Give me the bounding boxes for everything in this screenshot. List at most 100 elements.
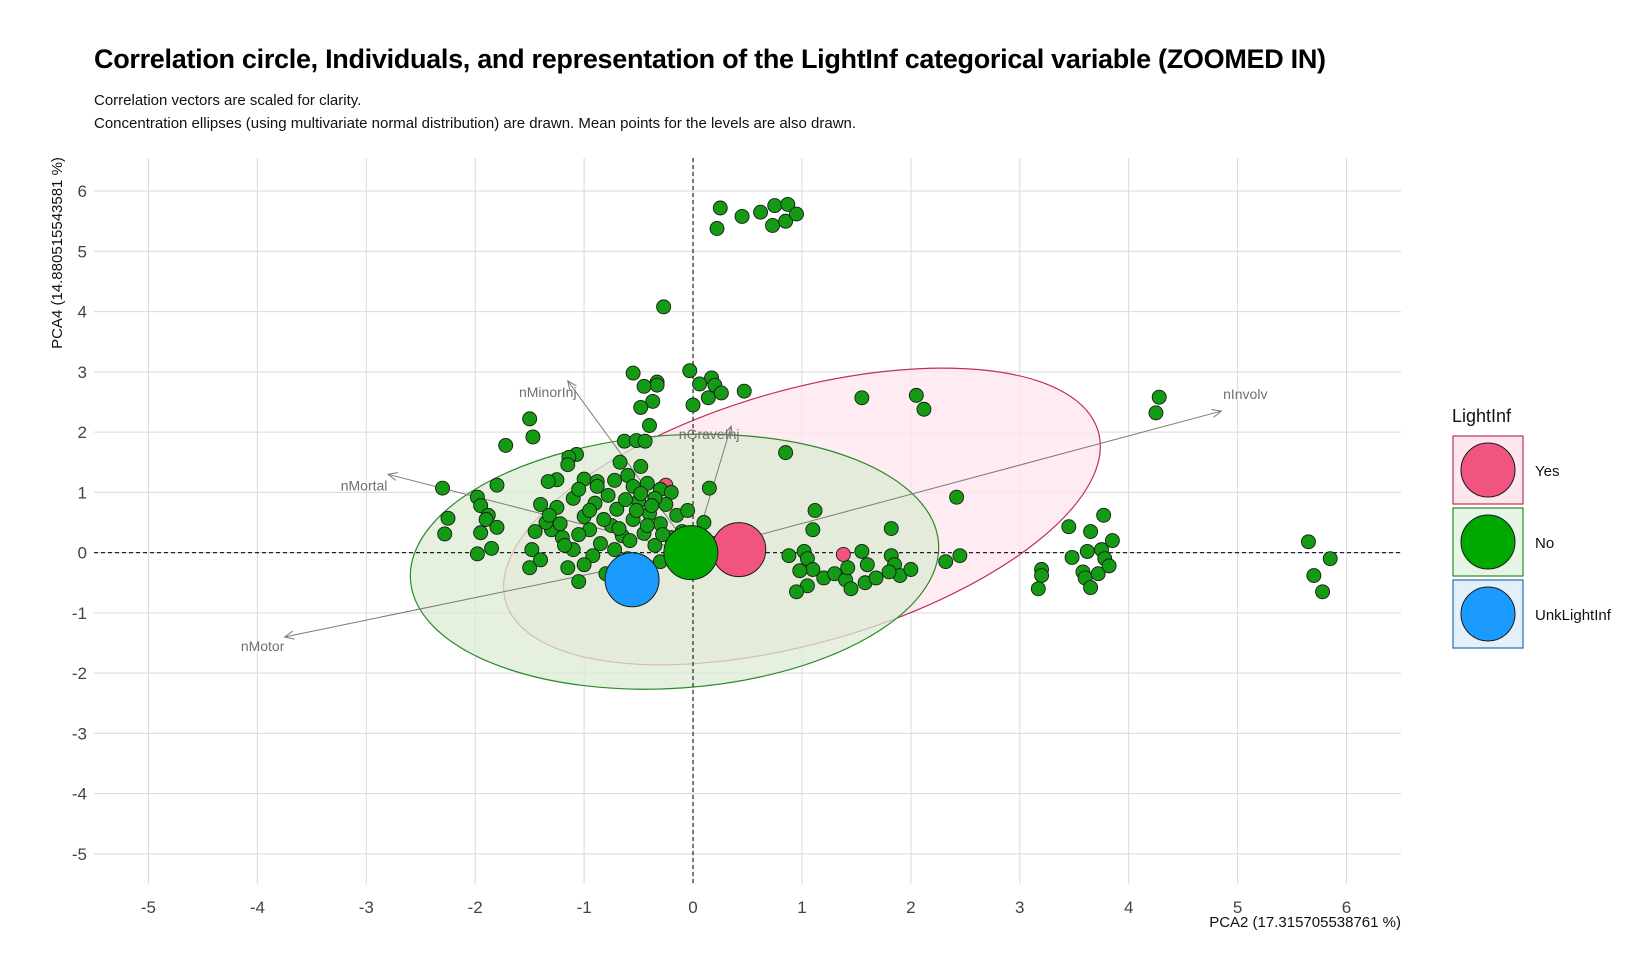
point-no [713,385,729,401]
point-no [437,526,453,542]
vector-label-nMinorInj: nMinorInj [519,384,577,400]
point-no [642,418,657,433]
x-tick-label: 3 [1015,898,1024,917]
point-no [636,378,652,394]
point-no [1061,519,1077,535]
point-no [1104,533,1120,549]
point-no [607,472,623,488]
legend-swatch-unklightinf [1460,586,1516,642]
point-no [916,401,932,417]
point-no [649,377,665,393]
point-no [593,536,608,552]
point-no [611,521,627,536]
point-no [478,512,494,527]
vector-label-nMortal: nMortal [341,477,388,493]
point-no [1300,534,1316,550]
point-no [647,537,663,553]
point-no [692,376,708,392]
y-tick-label: 3 [78,363,87,382]
vector-label-nGraveInj: nGraveInj [679,426,740,442]
point-no [680,503,696,518]
point-no [484,540,499,556]
legend-label-no: No [1535,535,1554,552]
point-no [576,557,592,573]
point-no [525,429,541,445]
point-no [489,519,505,535]
vector-arrowhead-nInvolv [1211,408,1223,418]
point-no [949,489,965,505]
point-no [655,527,670,543]
point-no [807,503,823,518]
y-tick-label: -5 [72,845,87,864]
y-tick-label: -1 [72,604,87,623]
point-no [859,557,875,573]
point-no [1079,543,1095,559]
y-tick-label: 1 [78,483,87,502]
x-tick-label: -3 [359,898,374,917]
point-no [498,437,514,453]
point-no [908,387,924,403]
point-no [633,399,649,415]
legend-title: LightInf [1452,406,1512,426]
x-tick-label: -5 [141,898,156,917]
point-no [1096,507,1112,523]
point-no [522,411,538,427]
point-no [1083,524,1099,539]
point-no [778,213,794,229]
x-tick-label: -1 [577,898,592,917]
point-no [656,299,672,315]
point-no [524,542,540,558]
x-tick-label: 0 [688,898,697,917]
point-no [734,208,750,224]
y-tick-label: -4 [72,785,87,804]
point-no [560,457,576,473]
point-no [618,492,633,508]
point-no [552,516,568,532]
point-no [1101,558,1117,574]
mean-point-yes [711,522,767,578]
vector-line-nInvolv [692,410,1222,554]
point-no [541,507,557,523]
point-no [753,204,769,220]
point-no [780,196,796,212]
point-no [781,548,797,564]
legend-label-yes: Yes [1535,463,1559,480]
point-no [881,564,897,580]
y-tick-label: -3 [72,724,87,743]
point-no [571,527,587,543]
point-no [1151,389,1167,405]
point-no [609,501,625,517]
y-axis-title: PCA4 (14.880515543581 %) [49,157,66,349]
chart-subtitle-line-1: Correlation vectors are scaled for clari… [94,92,362,109]
point-no [843,581,859,597]
point-no [883,521,899,536]
point-no [709,221,725,236]
point-no [639,518,655,533]
point-no [612,454,628,470]
point-no [560,560,576,576]
point-no [789,584,804,600]
mean-point-unklightinf [604,552,660,608]
point-no [1322,551,1338,567]
y-tick-label: 0 [78,544,87,563]
point-no [778,445,794,461]
y-tick-label: 4 [78,303,87,322]
point-no [952,548,968,564]
point-no [473,525,489,541]
point-no [489,477,505,493]
point-no [701,480,717,496]
point-no [607,542,623,558]
point-no [685,397,701,413]
point-no [736,383,752,399]
point-no [805,522,821,538]
y-tick-label: -2 [72,664,87,683]
vector-arrowhead-nMinorInj [567,379,577,391]
vector-label-nMotor: nMotor [241,638,285,654]
point-no [633,459,649,474]
point-no [637,433,653,449]
point-no [767,198,783,214]
point-no [633,486,649,502]
point-no [792,563,808,579]
point-no [700,390,716,406]
axis-tick-labels: -5 -4 -3 -2 -1 0 1 2 3 4 5 6 -5 -4 -3 -2 -1 0 1 2 3 4 5 6 [72,182,1351,917]
